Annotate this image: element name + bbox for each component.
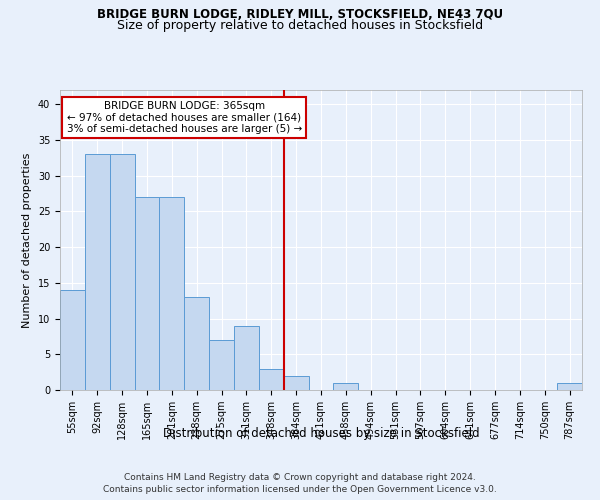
Bar	[85, 154, 110, 390]
Bar	[60, 290, 85, 390]
Text: Size of property relative to detached houses in Stocksfield: Size of property relative to detached ho…	[117, 19, 483, 32]
Bar	[557, 383, 582, 390]
Text: BRIDGE BURN LODGE, RIDLEY MILL, STOCKSFIELD, NE43 7QU: BRIDGE BURN LODGE, RIDLEY MILL, STOCKSFI…	[97, 8, 503, 20]
Bar	[284, 376, 308, 390]
Bar	[134, 197, 160, 390]
Text: Contains public sector information licensed under the Open Government Licence v3: Contains public sector information licen…	[103, 485, 497, 494]
Text: BRIDGE BURN LODGE: 365sqm
← 97% of detached houses are smaller (164)
3% of semi-: BRIDGE BURN LODGE: 365sqm ← 97% of detac…	[67, 100, 302, 134]
Y-axis label: Number of detached properties: Number of detached properties	[22, 152, 32, 328]
Bar	[184, 297, 209, 390]
Bar	[160, 197, 184, 390]
Bar	[209, 340, 234, 390]
Bar	[259, 368, 284, 390]
Text: Contains HM Land Registry data © Crown copyright and database right 2024.: Contains HM Land Registry data © Crown c…	[124, 472, 476, 482]
Text: Distribution of detached houses by size in Stocksfield: Distribution of detached houses by size …	[163, 428, 479, 440]
Bar	[110, 154, 134, 390]
Bar	[334, 383, 358, 390]
Bar	[234, 326, 259, 390]
